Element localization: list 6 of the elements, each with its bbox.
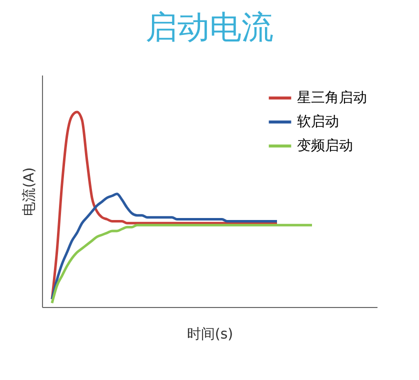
y-axis-title: 电流(A) [22, 167, 38, 216]
x-axis-title: 时间(s) [186, 326, 234, 342]
chart-title: 启动电流 [146, 8, 274, 46]
legend-label: 星三角启动 [297, 90, 367, 106]
legend-label: 软启动 [297, 114, 339, 130]
legend-label: 变频启动 [297, 138, 353, 154]
